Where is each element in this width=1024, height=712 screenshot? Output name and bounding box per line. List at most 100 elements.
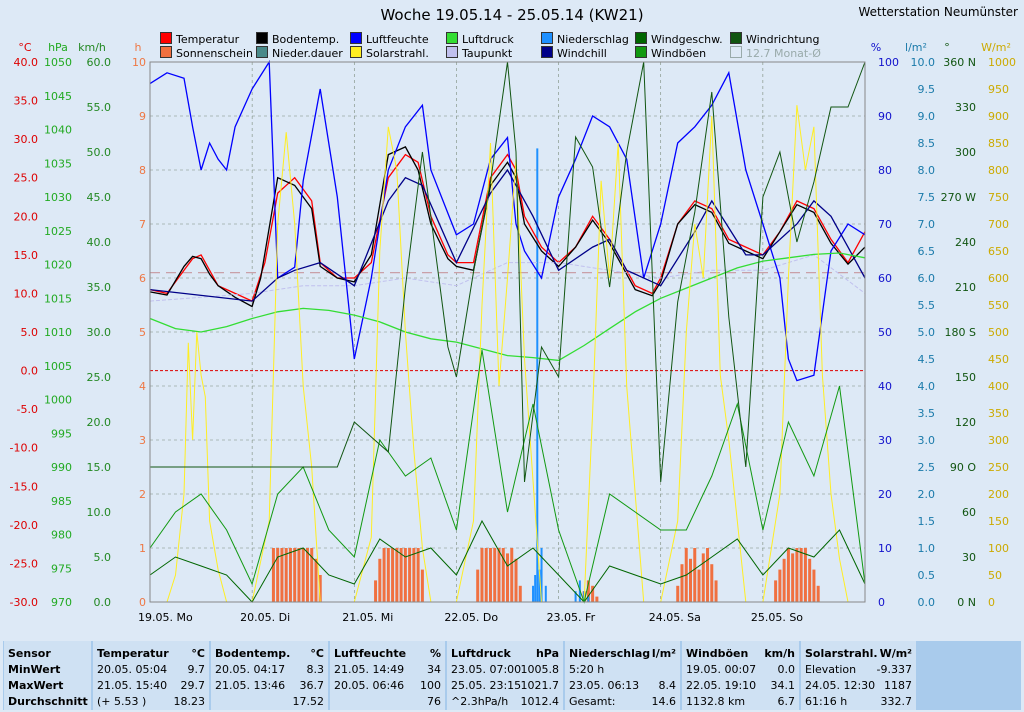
solar-tick-label: 650 bbox=[988, 245, 1009, 258]
sunshine-bar bbox=[391, 548, 395, 602]
series-windrichtung bbox=[150, 61, 866, 483]
sunshine-bar bbox=[293, 548, 297, 602]
summary-cell-label: ^2.3hPa/h bbox=[451, 695, 509, 708]
summary-cell-value: 14.6 bbox=[651, 695, 677, 708]
summary-row: 61:16 h 332.7 bbox=[805, 694, 912, 710]
sunshine-bar bbox=[778, 569, 782, 602]
sunshine-bar bbox=[501, 548, 505, 602]
solar-tick-label: 250 bbox=[988, 461, 1009, 474]
kmh-unit-label: km/h bbox=[78, 41, 106, 54]
rain-bar bbox=[587, 596, 590, 602]
rain-unit-label: l/m² bbox=[905, 41, 927, 54]
summary-column: Luftfeuchte% 21.05. 14:49 34 20.05. 06:46 10… bbox=[330, 641, 445, 710]
legend-label: Bodentemp. bbox=[272, 33, 340, 46]
legend-label: Luftdruck bbox=[462, 33, 514, 46]
hpa-tick-label: 980 bbox=[51, 529, 72, 542]
solar-tick-label: 1000 bbox=[988, 56, 1016, 69]
summary-cell-label: 61:16 h bbox=[805, 695, 848, 708]
sunshine-bar bbox=[595, 596, 599, 602]
rain-tick-label: 2.5 bbox=[918, 461, 936, 474]
kmh-tick-label: 30.0 bbox=[87, 326, 112, 339]
summary-table: Sensor MinWert MaxWert Durchschnitt Temperat… bbox=[3, 641, 1021, 710]
summary-cell-value: l/m² bbox=[651, 647, 676, 660]
kmh-tick-label: 45.0 bbox=[87, 191, 112, 204]
legend-label: Nieder.dauer bbox=[272, 47, 343, 60]
rain-bar bbox=[574, 591, 577, 602]
summary-cell-value: % bbox=[429, 647, 441, 660]
direction-unit-label: ° bbox=[944, 41, 950, 54]
hpa-tick-label: 1045 bbox=[44, 90, 72, 103]
direction-tick-label: 30 bbox=[962, 551, 976, 564]
summary-header: Bodentemp. °C bbox=[215, 646, 324, 662]
temp-unit-label: °C bbox=[18, 41, 32, 54]
summary-cell-label: 19.05. 00:07 bbox=[686, 663, 757, 676]
summary-cell-label: 20.05. 05:04 bbox=[97, 663, 168, 676]
summary-row: 22.05. 19:10 34.1 bbox=[686, 678, 795, 694]
hpa-tick-label: 1005 bbox=[44, 360, 72, 373]
sunshine-bar bbox=[774, 580, 778, 602]
summary-cell-label: 5:20 h bbox=[569, 663, 605, 676]
direction-tick-label: 330 bbox=[955, 101, 976, 114]
summary-row: 23.05. 07:00 1005.8 bbox=[451, 662, 559, 678]
summary-row: 21.05. 15:40 29.7 bbox=[97, 678, 205, 694]
solar-tick-label: 600 bbox=[988, 272, 1009, 285]
summary-row: 25.05. 23:15 1021.7 bbox=[451, 678, 559, 694]
rain-bar bbox=[540, 548, 543, 602]
summary-cell-label: 22.05. 19:10 bbox=[686, 679, 757, 692]
rain-tick-label: 3.0 bbox=[918, 434, 936, 447]
sunshine-bar bbox=[514, 558, 518, 602]
summary-header: Sensor bbox=[8, 646, 87, 662]
sunshine-bar bbox=[497, 548, 501, 602]
summary-cell-label: 24.05. 12:30 bbox=[805, 679, 876, 692]
summary-cell-label: Luftdruck bbox=[451, 647, 511, 660]
summary-cell-label: 20.05. 06:46 bbox=[334, 679, 405, 692]
summary-row: (+ 5.53 ) 18.23 bbox=[97, 694, 205, 710]
sunshine-bar bbox=[697, 569, 701, 602]
sunshine-bar bbox=[786, 548, 790, 602]
summary-cell-value: W/m² bbox=[879, 647, 912, 660]
solar-tick-label: 300 bbox=[988, 434, 1009, 447]
rain-tick-label: 4.0 bbox=[918, 380, 936, 393]
summary-cell-label: Elevation bbox=[805, 663, 857, 676]
hpa-tick-label: 1050 bbox=[44, 56, 72, 69]
legend-item: Solarstrahl. bbox=[350, 46, 429, 60]
hpa-tick-label: 970 bbox=[51, 596, 72, 609]
hours-tick-label: 10 bbox=[132, 56, 146, 69]
solar-tick-label: 500 bbox=[988, 326, 1009, 339]
summary-row: 21.05. 14:49 34 bbox=[334, 662, 441, 678]
temp-tick-label: 0.0 bbox=[21, 365, 39, 378]
summary-row: 5:20 h bbox=[569, 662, 676, 678]
sunshine-bar bbox=[305, 548, 309, 602]
summary-column: Niederschlag l/m² 5:20 h 23.05. 06:13 8.4 Ges… bbox=[565, 641, 680, 710]
summary-row: Gesamt: 14.6 bbox=[569, 694, 676, 710]
humidity-tick-label: 100 bbox=[878, 56, 899, 69]
series-windgeschw- bbox=[149, 519, 866, 603]
solar-tick-label: 950 bbox=[988, 83, 1009, 96]
series-bodentemp- bbox=[149, 146, 866, 308]
hours-tick-label: 5 bbox=[139, 326, 146, 339]
direction-tick-label: 60 bbox=[962, 506, 976, 519]
summary-row: 23.05. 06:13 8.4 bbox=[569, 678, 676, 694]
humidity-tick-label: 0 bbox=[878, 596, 885, 609]
summary-header: Luftfeuchte% bbox=[334, 646, 441, 662]
sunshine-bar bbox=[710, 564, 714, 602]
sunshine-bar bbox=[803, 548, 807, 602]
hpa-tick-label: 1035 bbox=[44, 157, 72, 170]
legend-item: Taupunkt bbox=[446, 46, 512, 60]
legend-swatch bbox=[446, 46, 458, 58]
day-label: 23.05. Fr bbox=[547, 611, 596, 624]
summary-row: 1132.8 km 6.7 bbox=[686, 694, 795, 710]
summary-row: MinWert bbox=[8, 662, 87, 678]
summary-row: 20.05. 05:04 9.7 bbox=[97, 662, 205, 678]
legend-label: Luftfeuchte bbox=[366, 33, 429, 46]
summary-cell-label: Gesamt: bbox=[569, 695, 616, 708]
hours-tick-label: 3 bbox=[139, 434, 146, 447]
series-luftfeuchte bbox=[149, 59, 866, 382]
rain-tick-label: 2.0 bbox=[918, 488, 936, 501]
direction-tick-label: 210 bbox=[955, 281, 976, 294]
hpa-tick-label: 1030 bbox=[44, 191, 72, 204]
sunshine-bar bbox=[689, 558, 693, 602]
legend-item: Temperatur bbox=[160, 32, 239, 46]
legend-label: Taupunkt bbox=[462, 47, 513, 60]
sunshine-bar bbox=[484, 548, 488, 602]
